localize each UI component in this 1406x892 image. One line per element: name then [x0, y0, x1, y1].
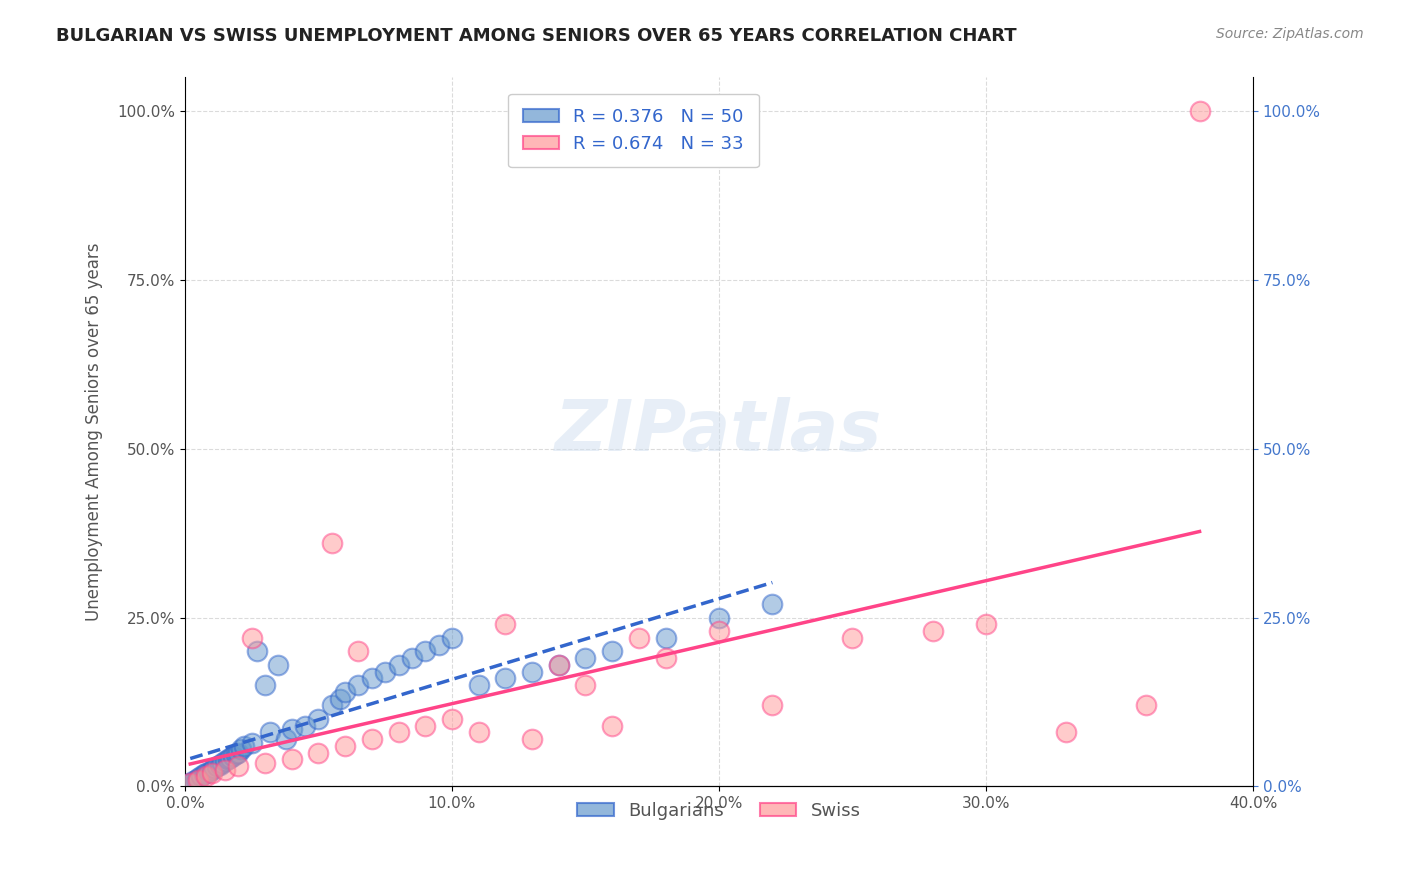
Text: Source: ZipAtlas.com: Source: ZipAtlas.com	[1216, 27, 1364, 41]
Point	[761, 597, 783, 611]
Point	[413, 644, 436, 658]
Point	[329, 691, 352, 706]
Point	[294, 719, 316, 733]
Point	[347, 644, 370, 658]
Point	[494, 617, 516, 632]
Point	[707, 624, 730, 639]
Point	[246, 644, 269, 658]
Point	[208, 757, 231, 772]
Point	[387, 725, 409, 739]
Point	[184, 772, 207, 787]
Point	[333, 739, 356, 753]
Text: BULGARIAN VS SWISS UNEMPLOYMENT AMONG SENIORS OVER 65 YEARS CORRELATION CHART: BULGARIAN VS SWISS UNEMPLOYMENT AMONG SE…	[56, 27, 1017, 45]
Point	[179, 776, 201, 790]
Point	[280, 752, 302, 766]
Point	[225, 747, 247, 761]
Point	[307, 712, 329, 726]
Point	[253, 678, 276, 692]
Point	[202, 761, 225, 775]
Point	[1188, 104, 1211, 119]
Point	[547, 657, 569, 672]
Point	[253, 756, 276, 770]
Point	[467, 678, 489, 692]
Point	[374, 665, 396, 679]
Y-axis label: Unemployment Among Seniors over 65 years: Unemployment Among Seniors over 65 years	[86, 243, 103, 621]
Point	[841, 631, 863, 645]
Point	[276, 732, 298, 747]
Point	[217, 752, 239, 766]
Point	[267, 657, 290, 672]
Legend: Bulgarians, Swiss: Bulgarians, Swiss	[562, 788, 875, 834]
Point	[201, 766, 224, 780]
Point	[193, 767, 215, 781]
Point	[600, 719, 623, 733]
Point	[190, 769, 212, 783]
Point	[187, 772, 209, 787]
Point	[654, 651, 676, 665]
Point	[707, 610, 730, 624]
Point	[259, 725, 281, 739]
Point	[211, 756, 233, 770]
Point	[321, 536, 343, 550]
Point	[520, 732, 543, 747]
Point	[440, 631, 463, 645]
Point	[214, 754, 236, 768]
Point	[921, 624, 943, 639]
Point	[574, 678, 596, 692]
Point	[195, 769, 218, 783]
Point	[187, 772, 209, 786]
Point	[387, 657, 409, 672]
Point	[467, 725, 489, 739]
Point	[427, 638, 450, 652]
Point	[401, 651, 423, 665]
Point	[307, 746, 329, 760]
Point	[179, 776, 201, 790]
Point	[974, 617, 997, 632]
Point	[440, 712, 463, 726]
Point	[547, 657, 569, 672]
Point	[347, 678, 370, 692]
Point	[654, 631, 676, 645]
Point	[600, 644, 623, 658]
Point	[226, 746, 249, 760]
Point	[229, 742, 252, 756]
Point	[1054, 725, 1077, 739]
Point	[198, 764, 221, 779]
Point	[520, 665, 543, 679]
Point	[219, 751, 242, 765]
Point	[214, 763, 236, 777]
Point	[222, 749, 245, 764]
Point	[201, 763, 224, 777]
Point	[181, 774, 204, 789]
Point	[494, 672, 516, 686]
Point	[360, 732, 382, 747]
Point	[205, 759, 228, 773]
Point	[627, 631, 650, 645]
Point	[226, 759, 249, 773]
Point	[574, 651, 596, 665]
Point	[360, 672, 382, 686]
Point	[1135, 698, 1157, 713]
Point	[761, 698, 783, 713]
Point	[240, 735, 263, 749]
Point	[321, 698, 343, 713]
Point	[240, 631, 263, 645]
Point	[280, 722, 302, 736]
Point	[413, 719, 436, 733]
Point	[232, 739, 254, 753]
Point	[333, 685, 356, 699]
Text: ZIPatlas: ZIPatlas	[555, 398, 883, 467]
Point	[195, 766, 218, 780]
